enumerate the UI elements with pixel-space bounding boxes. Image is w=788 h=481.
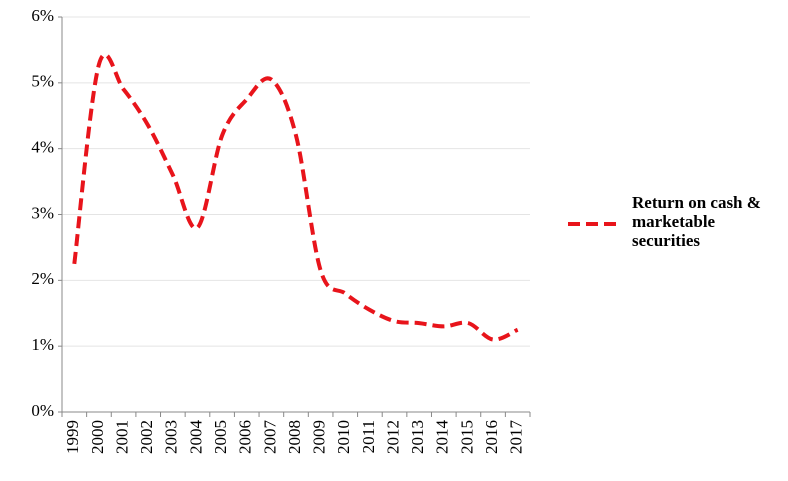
y-tick-label: 1% [31,335,54,354]
x-tick-label: 2007 [260,420,279,455]
y-tick-label: 5% [31,72,54,91]
y-tick-label: 0% [31,401,54,420]
y-tick-label: 4% [31,138,54,157]
x-tick-label: 2012 [383,420,402,454]
x-tick-label: 1999 [63,420,82,454]
y-tick-label: 3% [31,203,54,222]
x-tick-label: 2005 [211,420,230,454]
x-tick-label: 2017 [507,420,526,455]
x-tick-label: 2008 [285,420,304,454]
data-line [72,52,519,342]
x-tick-label: 2014 [433,420,452,455]
x-tick-label: 2013 [408,420,427,454]
x-tick-label: 2003 [162,420,181,454]
y-tick-label: 2% [31,269,54,288]
x-tick-label: 2004 [186,420,205,455]
x-tick-label: 2002 [137,420,156,454]
x-tick-label: 2010 [334,420,353,454]
x-tick-label: 2011 [359,420,378,453]
x-tick-label: 2016 [482,420,501,454]
x-tick-label: 2000 [88,420,107,454]
x-tick-label: 2009 [310,420,329,454]
x-tick-label: 2006 [236,420,255,454]
y-tick-label: 6% [31,6,54,25]
x-tick-label: 2001 [112,420,131,454]
legend-label: Return on cash & marketable securities [632,193,761,250]
x-tick-label: 2015 [457,420,476,454]
